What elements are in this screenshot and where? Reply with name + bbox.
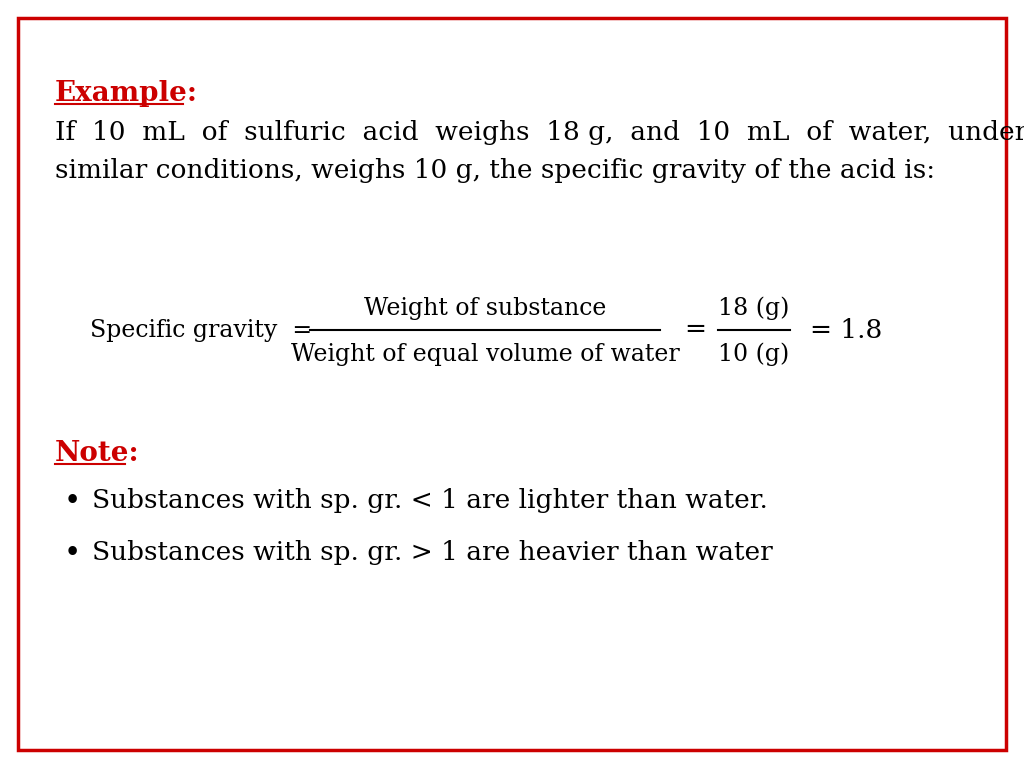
Text: =: = <box>684 317 706 343</box>
Text: similar conditions, weighs 10 g, the specific gravity of the acid is:: similar conditions, weighs 10 g, the spe… <box>55 158 935 183</box>
Text: Example:: Example: <box>55 80 198 107</box>
Text: 10 (g): 10 (g) <box>719 343 790 366</box>
Text: Substances with sp. gr. < 1 are lighter than water.: Substances with sp. gr. < 1 are lighter … <box>92 488 768 513</box>
Text: 18 (g): 18 (g) <box>718 296 790 319</box>
Text: = 1.8: = 1.8 <box>810 317 883 343</box>
Text: Weight of substance: Weight of substance <box>364 296 606 319</box>
Text: •: • <box>63 540 81 568</box>
Text: Specific gravity  =: Specific gravity = <box>90 319 312 342</box>
Text: Substances with sp. gr. > 1 are heavier than water: Substances with sp. gr. > 1 are heavier … <box>92 540 773 565</box>
Text: If  10  mL  of  sulfuric  acid  weighs  18 g,  and  10  mL  of  water,  under: If 10 mL of sulfuric acid weighs 18 g, a… <box>55 120 1024 145</box>
Text: •: • <box>63 488 81 516</box>
Text: Weight of equal volume of water: Weight of equal volume of water <box>291 343 679 366</box>
Text: Note:: Note: <box>55 440 139 467</box>
